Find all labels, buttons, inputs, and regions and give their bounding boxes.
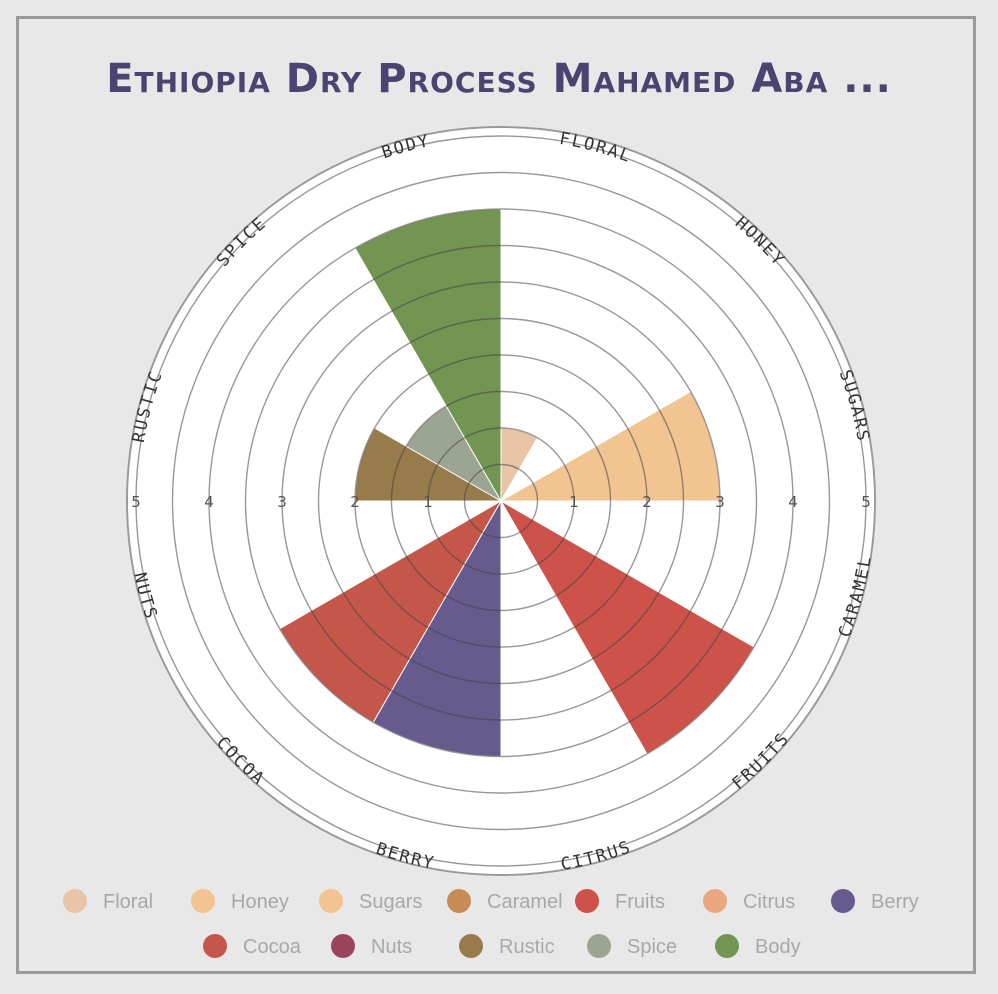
tick-label: 4 xyxy=(788,493,798,511)
grid-ring-1 xyxy=(463,463,539,539)
grid-ring-5 xyxy=(317,317,685,685)
legend-label-citrus: Citrus xyxy=(743,891,795,913)
grid-ring-4 xyxy=(354,354,648,648)
tick-label: 5 xyxy=(861,493,871,511)
tick-label: 3 xyxy=(715,493,725,511)
legend-marker-berry xyxy=(831,889,855,913)
legend-marker-cocoa xyxy=(203,934,227,958)
grid-ring-2 xyxy=(427,427,575,575)
bars-group xyxy=(279,208,755,758)
radial-bar-chart: 5 4 3 2 1 1 2 3 4 5FLORALHONEYSUGARSCARAMELFRUITS… xyxy=(63,56,919,958)
legend-marker-honey xyxy=(191,889,215,913)
legend: Floral Honey Sugars Caramel Fruits Citrus Berr… xyxy=(63,889,919,958)
legend-marker-body xyxy=(715,934,739,958)
chart-title: Ethiopia Dry Process Mahamed Aba ... xyxy=(106,56,892,102)
legend-label-cocoa: Cocoa xyxy=(243,936,302,958)
legend-marker-floral xyxy=(63,889,87,913)
grid-ring-8 xyxy=(208,208,794,794)
legend-label-sugars: Sugars xyxy=(359,891,422,913)
legend-label-honey: Honey xyxy=(231,891,289,913)
tick-label: 1 xyxy=(569,493,579,511)
legend-marker-nuts xyxy=(331,934,355,958)
tick-label: 5 xyxy=(131,493,141,511)
legend-label-rustic: Rustic xyxy=(499,936,555,958)
tick-label: 1 xyxy=(423,493,433,511)
legend-marker-rustic xyxy=(459,934,483,958)
tick-label: 4 xyxy=(204,493,214,511)
legend-label-fruits: Fruits xyxy=(615,891,665,913)
legend-label-nuts: Nuts xyxy=(371,936,412,958)
grid-rings xyxy=(135,135,867,867)
tick-labels: 5 4 3 2 1 1 2 3 4 5 xyxy=(131,493,871,511)
legend-marker-sugars xyxy=(319,889,343,913)
legend-label-body: Body xyxy=(755,936,801,958)
grid-ring-9 xyxy=(171,171,831,831)
legend-marker-fruits xyxy=(575,889,599,913)
legend-label-floral: Floral xyxy=(103,891,153,913)
legend-label-berry: Berry xyxy=(871,891,919,913)
legend-marker-caramel xyxy=(447,889,471,913)
outer-ring xyxy=(126,126,876,876)
grid-ring-10 xyxy=(135,135,867,867)
grid-ring-3 xyxy=(390,390,612,612)
legend-marker-spice xyxy=(587,934,611,958)
tick-label: 2 xyxy=(642,493,652,511)
grid-ring-6 xyxy=(281,281,721,721)
legend-label-spice: Spice xyxy=(627,936,677,958)
chart-frame: 5 4 3 2 1 1 2 3 4 5 FLORAL HONEY SUGARS CARAMEL FRUITS… xyxy=(16,16,976,974)
tick-label: 2 xyxy=(350,493,360,511)
legend-marker-citrus xyxy=(703,889,727,913)
tick-label: 3 xyxy=(277,493,287,511)
legend-label-caramel: Caramel xyxy=(487,891,563,913)
grid-ring-7 xyxy=(244,244,758,758)
